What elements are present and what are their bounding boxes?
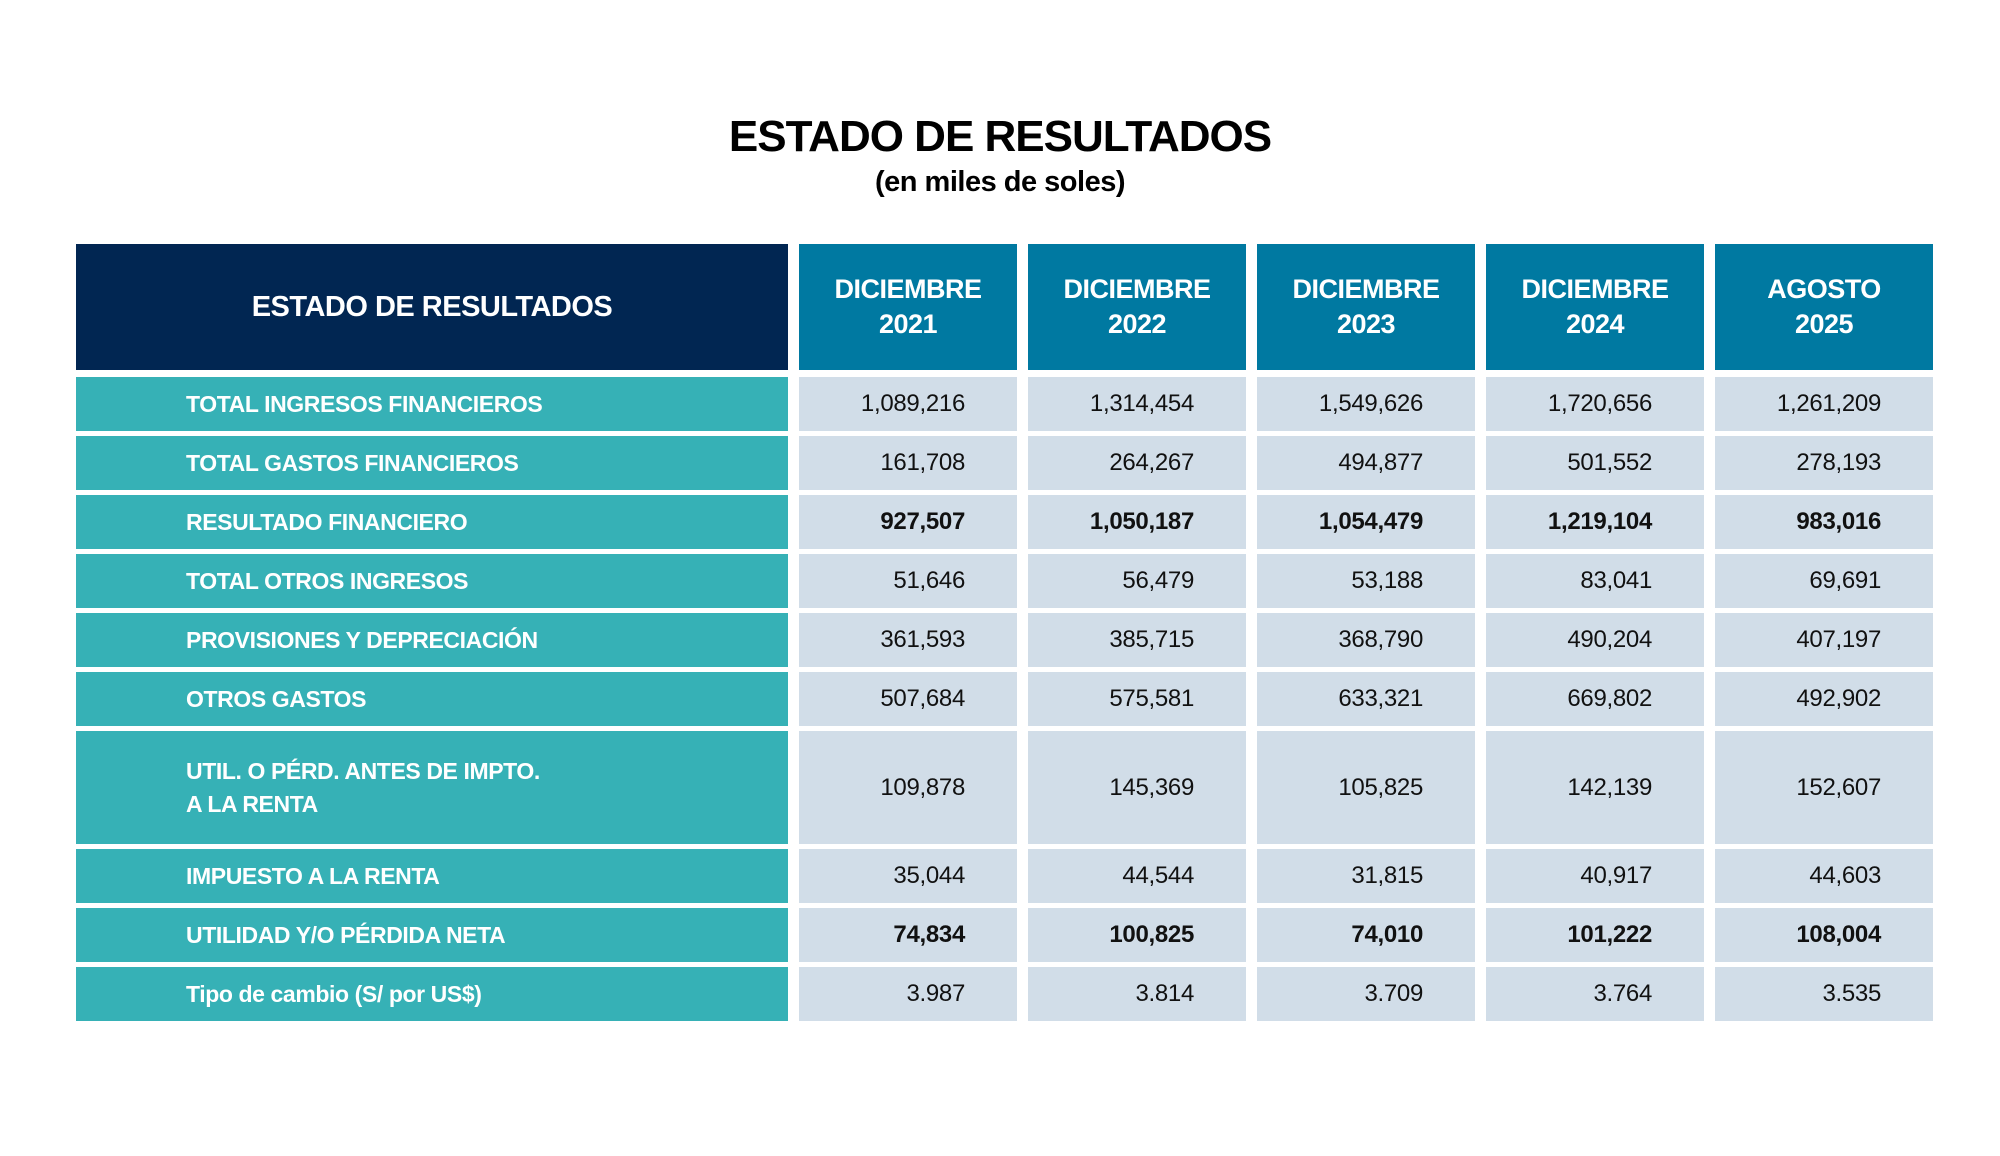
table-cell: 74,834: [799, 908, 1017, 962]
table-cell: 51,646: [799, 554, 1017, 608]
table-cell: 1,314,454: [1028, 377, 1246, 431]
table-cell: 278,193: [1715, 436, 1933, 490]
table-cell: 1,054,479: [1257, 495, 1475, 549]
table-cell: 105,825: [1257, 731, 1475, 844]
table-cell: 145,369: [1028, 731, 1246, 844]
row-label: PROVISIONES Y DEPRECIACIÓN: [76, 613, 788, 667]
table-cell: 53,188: [1257, 554, 1475, 608]
table-cell: 1,261,209: [1715, 377, 1933, 431]
column-header: DICIEMBRE 2021: [799, 244, 1017, 370]
row-label: TOTAL OTROS INGRESOS: [76, 554, 788, 608]
table-cell: 109,878: [799, 731, 1017, 844]
table-cell: 264,267: [1028, 436, 1246, 490]
row-label-text: RESULTADO FINANCIERO: [186, 508, 468, 535]
row-label: OTROS GASTOS: [76, 672, 788, 726]
row-label-text: TOTAL OTROS INGRESOS: [186, 567, 469, 594]
table-cell: 40,917: [1486, 849, 1704, 903]
row-label: Tipo de cambio (S/ por US$): [76, 967, 788, 1021]
row-label-text: UTIL. O PÉRD. ANTES DE IMPTO.: [186, 757, 540, 784]
table-cell: 56,479: [1028, 554, 1246, 608]
table-cell: 494,877: [1257, 436, 1475, 490]
row-label: IMPUESTO A LA RENTA: [76, 849, 788, 903]
table-cell: 35,044: [799, 849, 1017, 903]
row-label-text: Tipo de cambio (S/ por US$): [186, 980, 482, 1007]
table-cell: 361,593: [799, 613, 1017, 667]
table-cell: 507,684: [799, 672, 1017, 726]
table-cell: 3.709: [1257, 967, 1475, 1021]
table-cell: 108,004: [1715, 908, 1933, 962]
column-header-year: 2021: [878, 309, 938, 339]
table-cell: 142,139: [1486, 731, 1704, 844]
column-header: DICIEMBRE 2022: [1028, 244, 1246, 370]
table-cell: 44,544: [1028, 849, 1246, 903]
table-cell: 501,552: [1486, 436, 1704, 490]
table-cell: 3.764: [1486, 967, 1704, 1021]
row-label: TOTAL GASTOS FINANCIEROS: [76, 436, 788, 490]
table-cell: 1,549,626: [1257, 377, 1475, 431]
table-cell: 100,825: [1028, 908, 1246, 962]
column-header-month: DICIEMBRE: [1521, 274, 1669, 304]
table-cell: 1,219,104: [1486, 495, 1704, 549]
income-statement-table: ESTADO DE RESULTADOS DICIEMBRE 2021 DICIEM…: [76, 244, 1933, 1021]
table-cell: 669,802: [1486, 672, 1704, 726]
row-label-text: UTILIDAD Y/O PÉRDIDA NETA: [186, 921, 506, 948]
row-label: RESULTADO FINANCIERO: [76, 495, 788, 549]
table-cell: 152,607: [1715, 731, 1933, 844]
column-header-year: 2025: [1794, 309, 1854, 339]
column-header: DICIEMBRE 2024: [1486, 244, 1704, 370]
row-label: TOTAL INGRESOS FINANCIEROS: [76, 377, 788, 431]
row-label-text: TOTAL GASTOS FINANCIEROS: [186, 449, 519, 476]
column-header-month: DICIEMBRE: [1063, 274, 1211, 304]
row-label: UTILIDAD Y/O PÉRDIDA NETA: [76, 908, 788, 962]
column-header: DICIEMBRE 2023: [1257, 244, 1475, 370]
page-title: ESTADO DE RESULTADOS: [728, 112, 1272, 161]
table-cell: 492,902: [1715, 672, 1933, 726]
row-label-text: IMPUESTO A LA RENTA: [186, 862, 440, 889]
table-cell: 385,715: [1028, 613, 1246, 667]
table-cell: 83,041: [1486, 554, 1704, 608]
table-cell: 161,708: [799, 436, 1017, 490]
table-cell: 633,321: [1257, 672, 1475, 726]
table-cell: 1,050,187: [1028, 495, 1246, 549]
table-cell: 407,197: [1715, 613, 1933, 667]
table-cell: 74,010: [1257, 908, 1475, 962]
column-header-year: 2023: [1336, 309, 1396, 339]
table-cell: 31,815: [1257, 849, 1475, 903]
column-header-month: DICIEMBRE: [834, 274, 982, 304]
table-cell: 368,790: [1257, 613, 1475, 667]
table-cell: 101,222: [1486, 908, 1704, 962]
row-label-text: PROVISIONES Y DEPRECIACIÓN: [186, 626, 538, 653]
table-cell: 575,581: [1028, 672, 1246, 726]
table-cell: 3.535: [1715, 967, 1933, 1021]
table-cell: 3.814: [1028, 967, 1246, 1021]
row-label-text: OTROS GASTOS: [186, 685, 367, 712]
column-header: AGOSTO 2025: [1715, 244, 1933, 370]
table-cell: 69,691: [1715, 554, 1933, 608]
column-header-year: 2022: [1107, 309, 1167, 339]
corner-header: ESTADO DE RESULTADOS: [76, 244, 788, 370]
table-cell: 44,603: [1715, 849, 1933, 903]
row-label-text: A LA RENTA: [186, 790, 318, 817]
table-cell: 927,507: [799, 495, 1017, 549]
column-header-month: AGOSTO: [1767, 274, 1881, 304]
table-cell: 1,720,656: [1486, 377, 1704, 431]
table-cell: 1,089,216: [799, 377, 1017, 431]
row-label-text: TOTAL INGRESOS FINANCIEROS: [186, 390, 543, 417]
column-header-month: DICIEMBRE: [1292, 274, 1440, 304]
column-header-year: 2024: [1565, 309, 1625, 339]
table-cell: 983,016: [1715, 495, 1933, 549]
row-label: UTIL. O PÉRD. ANTES DE IMPTO. A LA RENTA: [76, 731, 788, 844]
page-subtitle: (en miles de soles): [875, 166, 1126, 198]
table-cell: 3.987: [799, 967, 1017, 1021]
table-cell: 490,204: [1486, 613, 1704, 667]
